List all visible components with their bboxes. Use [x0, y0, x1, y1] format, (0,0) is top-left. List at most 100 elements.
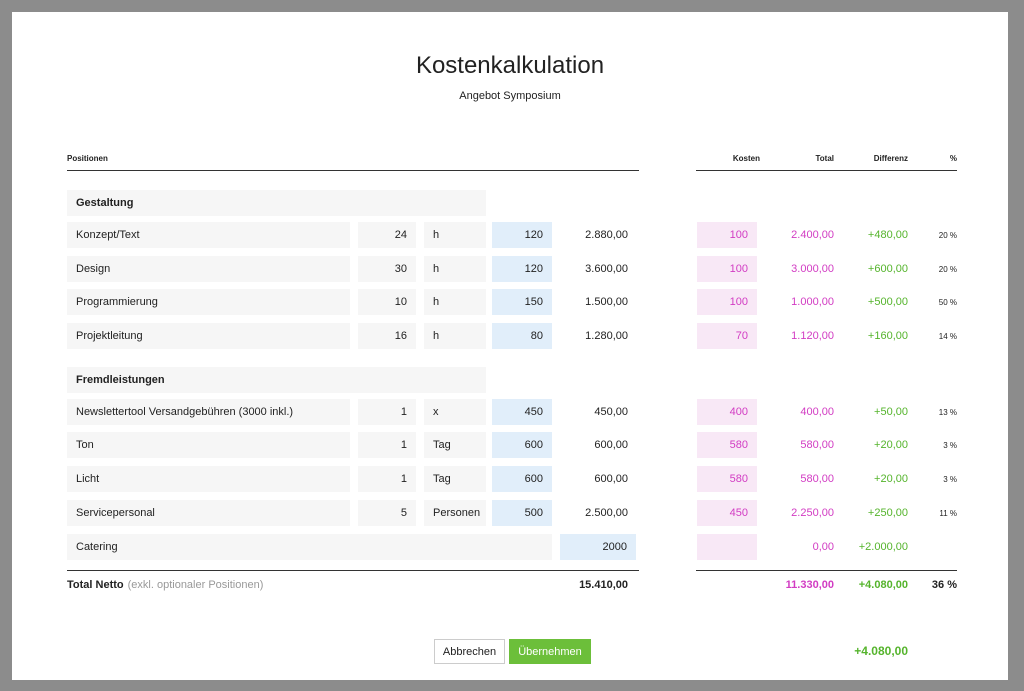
- percent: 3 %: [943, 474, 957, 484]
- rate: 600: [492, 432, 552, 458]
- cost: 100: [697, 289, 757, 315]
- cost-grand-total: 11.330,00: [785, 579, 834, 591]
- percent: 13 %: [938, 407, 957, 417]
- cost-total: 1.000,00: [791, 296, 834, 308]
- rate: 120: [492, 256, 552, 282]
- unit: h: [424, 289, 486, 315]
- row-total: 450,00: [594, 406, 628, 418]
- quantity: 5: [358, 500, 416, 526]
- rate: 450: [492, 399, 552, 425]
- cost: 580: [697, 466, 757, 492]
- grand-total: 15.410,00: [579, 579, 628, 591]
- column-header: Differenz: [873, 154, 908, 163]
- cost: 100: [697, 256, 757, 282]
- cost-total: 580,00: [800, 439, 834, 451]
- quantity: 16: [358, 323, 416, 349]
- total-note: (exkl. optionaler Positionen): [127, 579, 264, 591]
- position-name: Projektleitung: [67, 323, 350, 349]
- quantity: 10: [358, 289, 416, 315]
- position-name: Licht: [67, 466, 350, 492]
- title: Kostenkalkulation: [415, 52, 605, 79]
- subtitle: Angebot Symposium: [459, 90, 561, 102]
- difference: +20,00: [874, 439, 908, 451]
- difference: +600,00: [867, 263, 908, 275]
- row-total: 1.500,00: [585, 296, 628, 308]
- divider: [67, 570, 639, 571]
- quantity: 24: [358, 222, 416, 248]
- cost-total: 2.400,00: [791, 229, 834, 241]
- rate: 600: [492, 466, 552, 492]
- total-label-text: Total Netto: [67, 579, 124, 591]
- difference: +50,00: [874, 406, 908, 418]
- rate: 80: [492, 323, 552, 349]
- position-name: Newslettertool Versandgebühren (3000 ink…: [67, 399, 350, 425]
- row-total: 600,00: [594, 439, 628, 451]
- row-total: 2.880,00: [585, 229, 628, 241]
- quantity: 1: [358, 432, 416, 458]
- percent: 20 %: [938, 264, 957, 274]
- price: 2000: [560, 534, 636, 560]
- percent: 50 %: [938, 297, 957, 307]
- difference: +160,00: [867, 330, 908, 342]
- cost: 400: [697, 399, 757, 425]
- cost: [697, 534, 757, 560]
- row-total: 1.280,00: [585, 330, 628, 342]
- cost: 70: [697, 323, 757, 349]
- unit: h: [424, 323, 486, 349]
- column-header: Positionen: [67, 154, 108, 163]
- unit: h: [424, 222, 486, 248]
- difference: +20,00: [874, 473, 908, 485]
- apply-button[interactable]: Übernehmen: [509, 639, 591, 664]
- quantity: 1: [358, 399, 416, 425]
- row-total: 3.600,00: [585, 263, 628, 275]
- difference: +250,00: [867, 507, 908, 519]
- cost: 100: [697, 222, 757, 248]
- percent: 3 %: [943, 440, 957, 450]
- unit: x: [424, 399, 486, 425]
- percent: 20 %: [938, 230, 957, 240]
- unit: Tag: [424, 432, 486, 458]
- cost-total: 1.120,00: [791, 330, 834, 342]
- difference: +2.000,00: [858, 541, 908, 553]
- quantity: 30: [358, 256, 416, 282]
- rate: 500: [492, 500, 552, 526]
- cost-total: 580,00: [800, 473, 834, 485]
- divider: [696, 170, 957, 171]
- difference-total: +4.080,00: [858, 579, 908, 591]
- cost-total: 3.000,00: [791, 263, 834, 275]
- position-name: Catering: [67, 534, 552, 560]
- cost-total: 0,00: [812, 541, 834, 553]
- total-label: Total Netto (exkl. optionaler Positionen): [58, 572, 358, 598]
- row-total: 2.500,00: [585, 507, 628, 519]
- position-name: Servicepersonal: [67, 500, 350, 526]
- cost: 580: [697, 432, 757, 458]
- footer-difference: +4.080,00: [854, 644, 908, 658]
- unit: Personen: [424, 500, 486, 526]
- rate: 120: [492, 222, 552, 248]
- percent: 11 %: [939, 508, 957, 518]
- column-header: Total: [815, 154, 834, 163]
- position-name: Design: [67, 256, 350, 282]
- cost: 450: [697, 500, 757, 526]
- position-name: Programmierung: [67, 289, 350, 315]
- position-name: Konzept/Text: [67, 222, 350, 248]
- percent-total: 36 %: [931, 579, 957, 591]
- row-total: 600,00: [594, 473, 628, 485]
- unit: Tag: [424, 466, 486, 492]
- cancel-button[interactable]: Abbrechen: [434, 639, 505, 664]
- group-title: Gestaltung: [67, 190, 486, 216]
- group-title: Fremdleistungen: [67, 366, 486, 393]
- cost-total: 2.250,00: [791, 507, 834, 519]
- cost-total: 400,00: [800, 406, 834, 418]
- divider: [67, 170, 639, 171]
- rate: 150: [492, 289, 552, 315]
- difference: +500,00: [867, 296, 908, 308]
- position-name: Ton: [67, 432, 350, 458]
- difference: +480,00: [867, 229, 908, 241]
- column-header: Kosten: [732, 154, 760, 163]
- unit: h: [424, 256, 486, 282]
- divider: [696, 570, 957, 571]
- percent: 14 %: [938, 331, 957, 341]
- dialog: Kostenkalkulation Angebot Symposium Posi…: [12, 12, 1008, 680]
